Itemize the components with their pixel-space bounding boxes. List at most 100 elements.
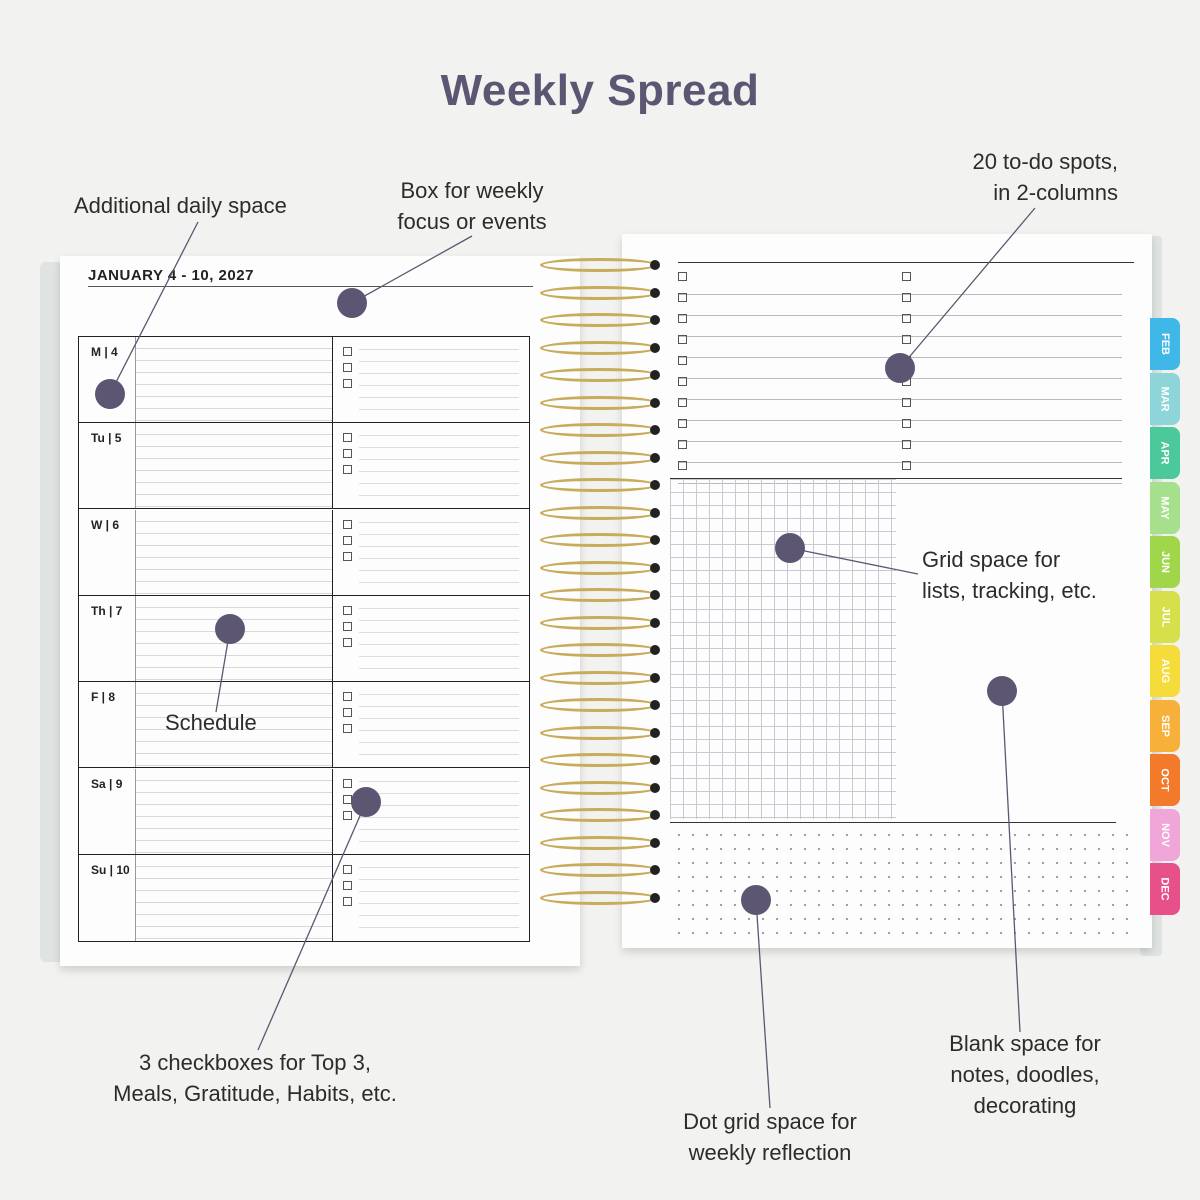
schedule-column[interactable] — [135, 854, 333, 941]
grid-space — [670, 478, 896, 819]
rule-line — [359, 643, 519, 645]
month-tab-sep[interactable]: SEP — [1150, 699, 1180, 752]
label-dot-grid: Dot grid space for weekly reflection — [683, 1109, 857, 1165]
punch-hole — [650, 700, 660, 710]
todo-checkbox[interactable] — [678, 377, 687, 386]
month-tab-aug[interactable]: AUG — [1150, 645, 1180, 697]
todo-checkbox[interactable] — [678, 272, 687, 281]
schedule-column[interactable] — [135, 509, 333, 595]
rule-line — [359, 631, 519, 633]
todo-checkbox[interactable] — [678, 293, 687, 302]
checkbox[interactable] — [343, 724, 352, 734]
spiral-ring — [540, 313, 658, 327]
spiral-ring — [540, 698, 658, 712]
todo-checkbox[interactable] — [678, 398, 687, 407]
checkbox[interactable] — [343, 379, 352, 388]
spiral-ring — [540, 478, 658, 492]
checkbox[interactable] — [343, 896, 352, 906]
month-tab-oct[interactable]: OCT — [1150, 754, 1180, 806]
spiral-ring — [540, 340, 658, 355]
checkbox[interactable] — [343, 864, 352, 874]
spiral-ring — [540, 588, 658, 602]
checkbox[interactable] — [343, 637, 352, 647]
todo-checkbox[interactable] — [902, 419, 911, 428]
todo-rule — [678, 336, 1122, 337]
todo-checkbox[interactable] — [902, 461, 911, 470]
checkbox[interactable] — [343, 363, 352, 372]
todo-checkbox[interactable] — [902, 272, 911, 281]
schedule-column[interactable] — [135, 337, 333, 422]
rule-line — [359, 840, 519, 842]
schedule-column[interactable] — [135, 768, 333, 854]
todo-checkbox[interactable] — [678, 461, 687, 470]
checkbox[interactable] — [343, 519, 352, 529]
month-tab-apr[interactable]: APR — [1150, 427, 1180, 479]
todo-checkbox[interactable] — [902, 440, 911, 449]
punch-hole — [650, 590, 660, 600]
rule-line — [359, 409, 519, 410]
month-tab-dec[interactable]: DEC — [1150, 863, 1180, 915]
marker-schedule — [215, 614, 245, 644]
blank-space-top-rule — [896, 478, 1122, 479]
todo-checkbox[interactable] — [902, 293, 911, 302]
month-tab-label: AUG — [1158, 658, 1171, 684]
rule-line — [359, 495, 519, 497]
punch-hole — [650, 342, 660, 353]
checkbox[interactable] — [343, 880, 352, 890]
rule-line — [359, 607, 519, 609]
todo-checkbox[interactable] — [678, 335, 687, 344]
rule-line — [359, 866, 519, 868]
rule-line — [359, 828, 519, 830]
punch-hole — [650, 782, 660, 793]
rule-line — [359, 878, 519, 880]
label-checkboxes: 3 checkboxes for Top 3, Meals, Gratitude… — [113, 1050, 397, 1106]
punch-hole — [650, 397, 660, 408]
todo-checkbox[interactable] — [902, 314, 911, 323]
checkbox[interactable] — [343, 347, 352, 356]
todo-checkbox[interactable] — [678, 314, 687, 323]
checkbox[interactable] — [343, 449, 352, 459]
checkbox[interactable] — [343, 621, 352, 631]
checkbox[interactable] — [343, 692, 352, 702]
punch-hole — [650, 672, 660, 683]
punch-hole — [650, 260, 660, 270]
month-tab-mar[interactable]: MAR — [1150, 372, 1180, 425]
checkbox[interactable] — [343, 605, 352, 615]
punch-hole — [650, 480, 660, 490]
punch-hole — [650, 287, 660, 298]
rule-line — [359, 706, 519, 708]
spiral-ring — [540, 505, 658, 520]
rule-line — [359, 569, 519, 571]
month-tab-feb[interactable]: FEB — [1150, 318, 1180, 370]
schedule-column[interactable] — [135, 423, 333, 509]
marker-todo — [885, 353, 915, 383]
todo-rule — [678, 294, 1122, 295]
checkbox[interactable] — [343, 551, 352, 561]
todo-rule — [678, 399, 1122, 400]
month-tab-may[interactable]: MAY — [1150, 481, 1180, 534]
punch-hole — [650, 892, 660, 903]
punch-hole — [650, 837, 660, 848]
todo-rule — [678, 315, 1122, 316]
checkbox[interactable] — [343, 810, 352, 820]
month-tab-nov[interactable]: NOV — [1150, 808, 1180, 861]
todo-checkbox[interactable] — [678, 419, 687, 428]
todo-checkbox[interactable] — [902, 335, 911, 344]
todo-checkbox[interactable] — [902, 398, 911, 407]
day-row: Sa | 9 — [79, 768, 529, 855]
month-tab-jun[interactable]: JUN — [1150, 536, 1180, 588]
marker-grid — [775, 533, 805, 563]
rule-line — [359, 754, 519, 756]
todo-top-rule — [678, 262, 1134, 263]
checkbox[interactable] — [343, 778, 352, 788]
month-tab-jul[interactable]: JUL — [1150, 590, 1180, 643]
checkbox[interactable] — [343, 708, 352, 718]
checkbox[interactable] — [343, 433, 352, 443]
schedule-column[interactable] — [135, 682, 333, 768]
todo-checkbox[interactable] — [678, 440, 687, 449]
todo-checkbox[interactable] — [678, 356, 687, 365]
checkbox[interactable] — [343, 535, 352, 545]
rule-line — [359, 397, 519, 398]
checkbox[interactable] — [343, 465, 352, 475]
rule-line — [359, 483, 519, 485]
